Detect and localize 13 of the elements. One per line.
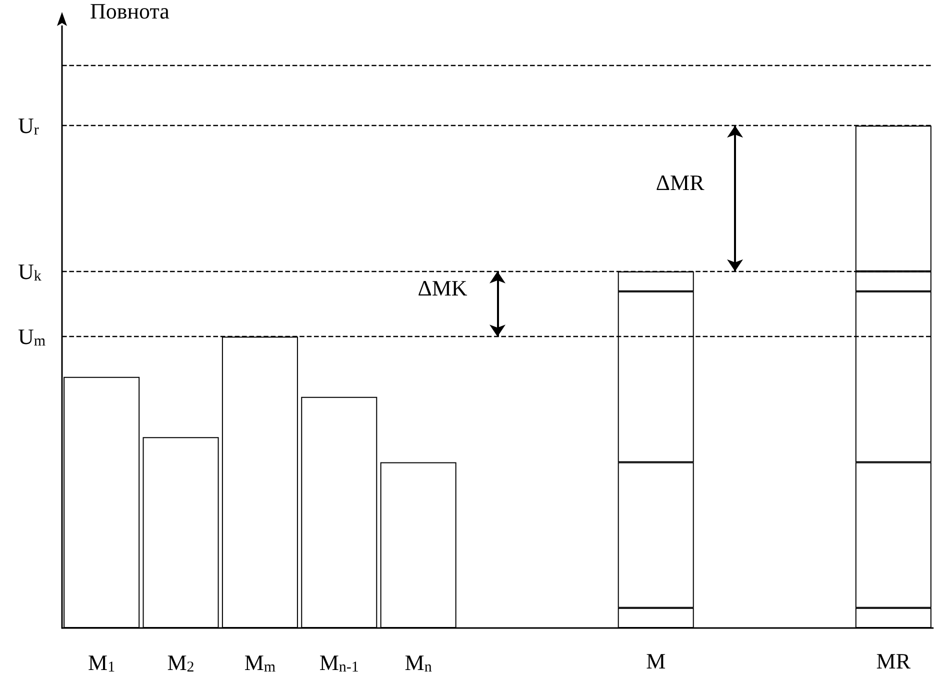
ref-line-label: Ur (18, 113, 39, 139)
y-axis-title: Повнота (90, 0, 170, 24)
annotation: ΔMK (418, 275, 468, 300)
ref-line-label: Uk (18, 258, 42, 284)
x-tick-label: MR (876, 648, 911, 674)
x-tick-label: M1 (88, 650, 116, 675)
x-tick-label: Mm (244, 650, 276, 675)
x-tick-label: Mn-1 (319, 650, 359, 675)
x-tick-label: M (646, 648, 666, 674)
x-tick-label: Mn (404, 650, 432, 675)
annotation: ΔMR (656, 170, 705, 195)
x-tick-label: M2 (167, 650, 194, 675)
ref-line-label: Um (18, 324, 46, 350)
